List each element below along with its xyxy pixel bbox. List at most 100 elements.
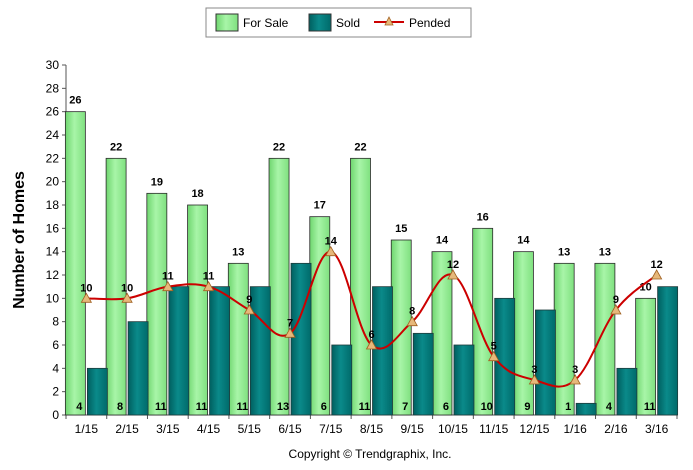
data-label-pended: 10 <box>80 282 92 294</box>
data-label-sold: 6 <box>443 401 449 413</box>
data-label-for-sale: 15 <box>395 223 407 235</box>
y-tick-label: 28 <box>46 81 60 95</box>
data-label-for-sale: 16 <box>477 211 489 223</box>
y-tick-label: 26 <box>46 105 60 119</box>
y-tick-label: 18 <box>46 198 60 212</box>
data-label-pended: 11 <box>162 271 174 283</box>
y-tick-label: 22 <box>46 151 60 165</box>
y-axis-label: Number of Homes <box>11 171 28 309</box>
pended-marker <box>488 350 500 362</box>
copyright: Copyright © Trendgraphix, Inc. <box>289 447 452 461</box>
data-label-pended: 7 <box>287 317 293 329</box>
pended-marker <box>325 245 337 257</box>
bar-sold <box>331 344 353 416</box>
data-label-pended: 3 <box>572 364 578 376</box>
data-label-for-sale: 14 <box>436 235 449 247</box>
x-tick-label: 2/16 <box>604 422 628 436</box>
data-label-pended: 12 <box>447 259 459 271</box>
data-label-for-sale: 26 <box>69 95 81 107</box>
data-label-pended: 10 <box>121 282 133 294</box>
legend-swatch-pended-marker <box>384 16 394 26</box>
data-label-sold: 11 <box>155 401 167 413</box>
y-tick-label: 2 <box>52 385 59 399</box>
bar-sold <box>412 332 434 416</box>
series-pended: 10 10 11 11 9 7 14 6 8 12 5 3 3 9 12 <box>80 236 663 388</box>
y-tick-label: 24 <box>46 128 60 142</box>
pended-marker <box>406 315 418 327</box>
data-label-pended: 9 <box>613 294 619 306</box>
y-tick-label: 20 <box>46 175 60 189</box>
x-tick-label: 1/16 <box>563 422 587 436</box>
bar-for-sale <box>431 251 453 416</box>
x-tick-label: 3/15 <box>156 422 180 436</box>
bar-sold <box>168 286 190 416</box>
bar-sold <box>657 286 679 416</box>
pended-marker <box>121 292 133 303</box>
pended-marker <box>650 269 663 280</box>
bar-for-sale <box>594 262 616 416</box>
pended-marker <box>447 269 459 280</box>
x-tick-label: 10/15 <box>438 422 468 436</box>
data-label-sold: 11 <box>196 401 208 413</box>
y-tick-label: 4 <box>52 361 59 375</box>
pended-marker <box>243 304 255 315</box>
legend-swatch-sold <box>308 13 332 32</box>
x-tick-label: 7/15 <box>319 422 343 436</box>
x-tick-label: 9/15 <box>401 422 425 436</box>
bar-for-sale <box>472 227 494 416</box>
data-label-sold: 11 <box>644 401 656 413</box>
bar-sold <box>494 297 516 416</box>
data-label-pended: 12 <box>651 259 663 271</box>
bar-sold <box>616 367 638 416</box>
bar-for-sale <box>553 262 575 416</box>
data-label-pended: 14 <box>325 236 338 248</box>
pended-marker <box>569 374 581 385</box>
pended-marker <box>365 339 378 350</box>
bar-sold <box>575 402 597 416</box>
x-tick-label: 6/15 <box>278 422 302 436</box>
bar-sold <box>372 286 393 416</box>
pended-marker <box>202 280 215 292</box>
x-tick-label: 2/15 <box>115 422 139 436</box>
bar-for-sale <box>146 192 168 416</box>
bar-for-sale <box>513 251 534 416</box>
bar-sold <box>127 321 149 416</box>
bar-for-sale <box>635 297 657 416</box>
series-sold: 4 8 11 11 11 13 6 11 7 6 10 9 1 4 11 <box>76 262 679 416</box>
bar-for-sale <box>350 157 371 416</box>
data-label-for-sale: 22 <box>354 141 366 153</box>
data-label-for-sale: 13 <box>599 246 611 258</box>
legend-label-pended: Pended <box>409 16 450 30</box>
bar-sold <box>86 367 108 416</box>
x-tick-label: 11/15 <box>479 422 508 436</box>
data-label-sold: 1 <box>565 401 571 413</box>
data-label-sold: 11 <box>236 401 248 413</box>
data-label-sold: 9 <box>524 401 530 413</box>
x-tick-label: 8/15 <box>360 422 384 436</box>
y-tick-label: 16 <box>46 221 60 235</box>
data-label-pended: 5 <box>491 341 497 353</box>
data-label-for-sale: 14 <box>517 235 530 247</box>
data-label-sold: 11 <box>359 401 371 413</box>
bar-sold <box>535 309 556 416</box>
data-label-for-sale: 22 <box>110 141 122 153</box>
x-tick-label: 5/15 <box>238 422 262 436</box>
data-label-for-sale: 19 <box>151 176 163 188</box>
data-label-sold: 10 <box>481 401 493 413</box>
x-tick-label: 3/16 <box>645 422 669 436</box>
data-label-pended: 6 <box>368 329 374 341</box>
pended-marker <box>284 327 296 338</box>
legend-swatch-for-sale <box>215 13 239 32</box>
bar-for-sale <box>64 111 86 416</box>
bar-sold <box>209 286 230 416</box>
y-tick-label: 0 <box>52 408 59 422</box>
y-tick-label: 10 <box>46 291 60 305</box>
x-axis: 1/15 2/15 3/15 4/15 5/15 6/15 7/15 8/15 9/15 10/1… <box>65 414 678 436</box>
data-label-sold: 4 <box>76 401 83 413</box>
data-label-for-sale: 18 <box>191 188 203 200</box>
data-label-for-sale: 13 <box>558 246 570 258</box>
data-label-for-sale: 13 <box>232 246 244 258</box>
